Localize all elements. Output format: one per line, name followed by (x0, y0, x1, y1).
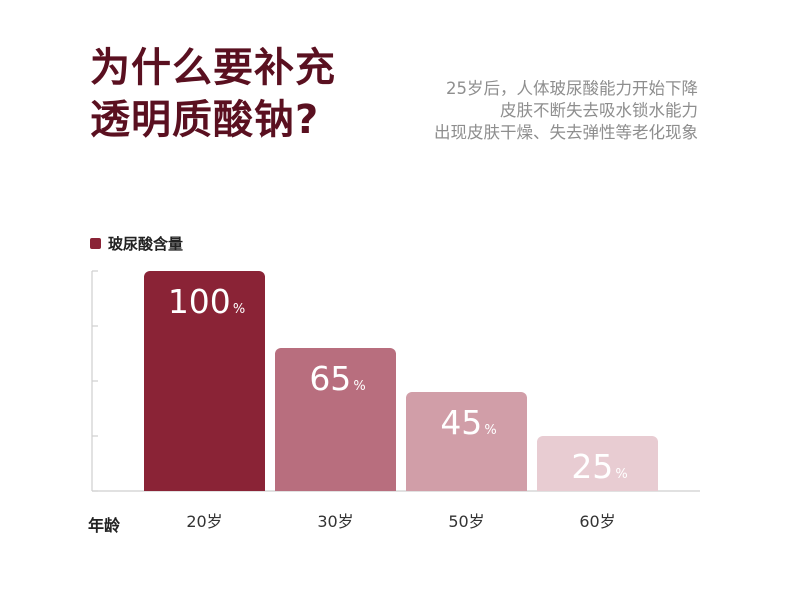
description-line-2: 皮肤不断失去吸水锁水能力 (500, 101, 698, 120)
bar (144, 271, 265, 491)
page-title: 为什么要补充 透明质酸钠? (90, 42, 336, 146)
legend-label: 玻尿酸含量 (108, 235, 184, 253)
x-tick-label: 50岁 (448, 512, 484, 531)
bar-value-label: 45% (440, 403, 496, 442)
title-line-2: 透明质酸钠? (90, 97, 320, 143)
bar (406, 392, 527, 491)
x-tick-label: 60岁 (579, 512, 615, 531)
legend-swatch (90, 238, 101, 249)
bar-base (406, 483, 527, 491)
description-line-3: 出现皮肤干燥、失去弹性等老化现象 (434, 123, 698, 142)
bar-value-label: 65% (309, 359, 365, 398)
x-tick-label: 30岁 (317, 512, 353, 531)
x-axis-title: 年龄 (88, 516, 121, 535)
bar-base (144, 483, 265, 491)
bar-base (537, 483, 658, 491)
description: 25岁后，人体玻尿酸能力开始下降 皮肤不断失去吸水锁水能力 出现皮肤干燥、失去弹… (434, 78, 698, 144)
bar (275, 348, 396, 491)
bar-value-label: 100% (168, 282, 245, 321)
bar (537, 436, 658, 491)
chart-legend: 玻尿酸含量 (90, 233, 183, 254)
x-tick-label: 20岁 (186, 512, 222, 531)
bar-value-label: 25% (571, 447, 627, 486)
description-line-1: 25岁后，人体玻尿酸能力开始下降 (446, 79, 698, 98)
bar-base (275, 483, 396, 491)
title-line-1: 为什么要补充 (90, 45, 336, 91)
